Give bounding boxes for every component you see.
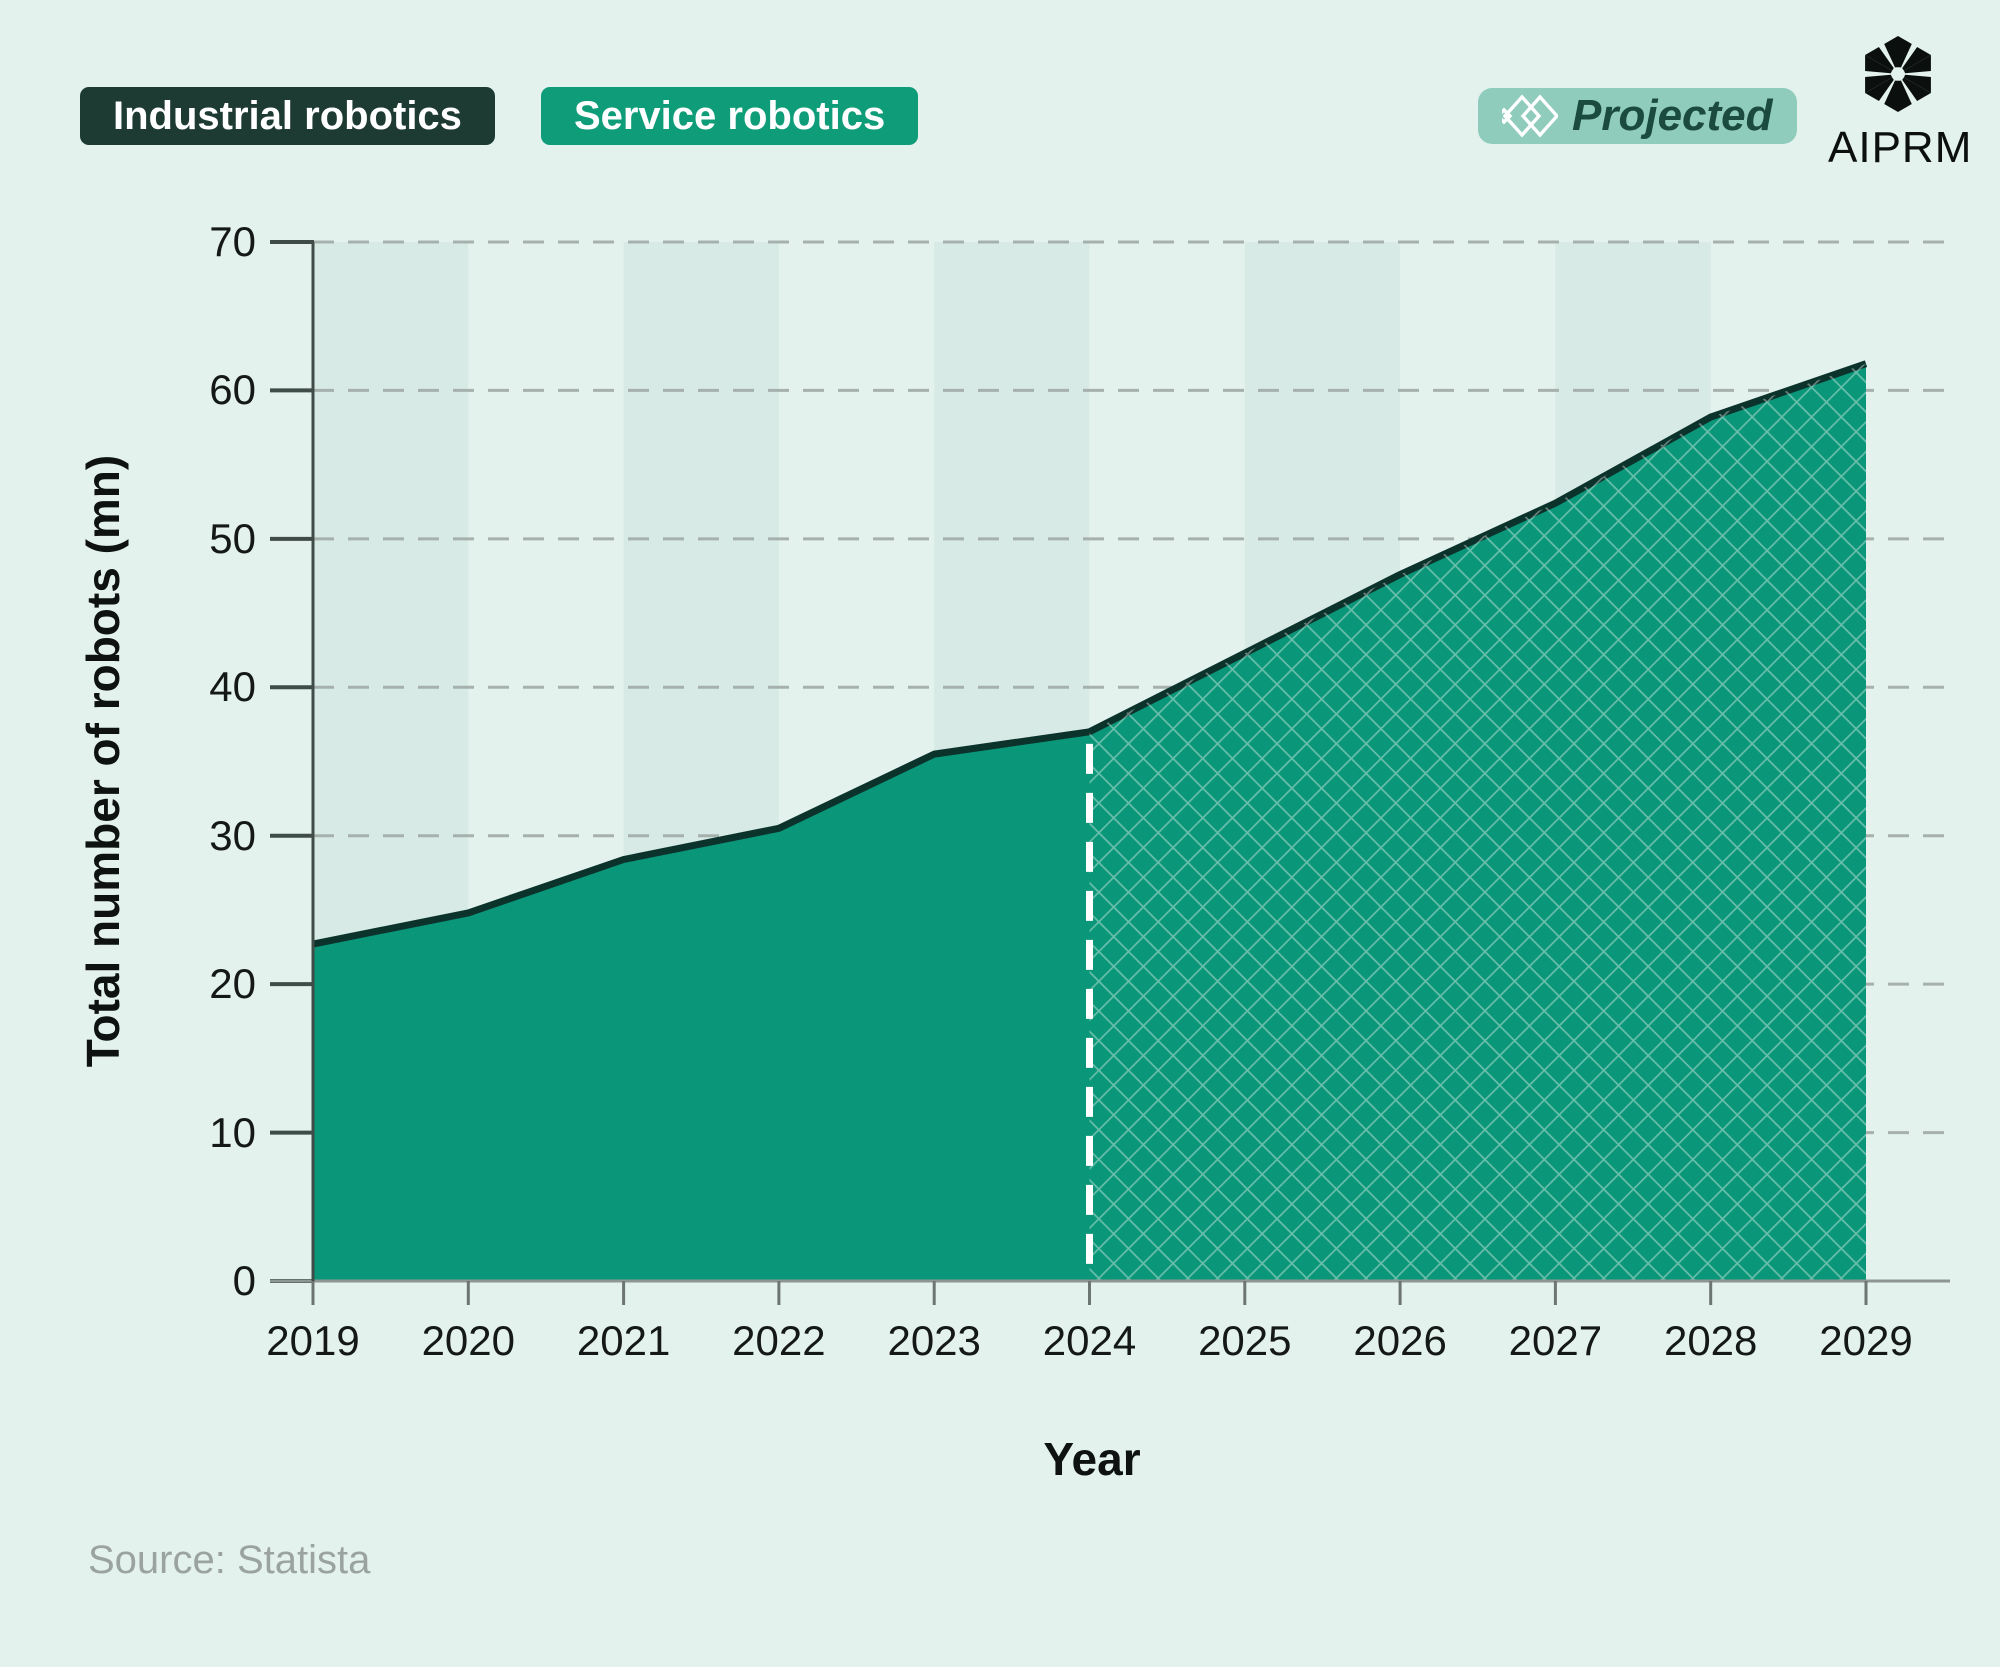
x-tick-label-2023: 2023: [887, 1317, 981, 1364]
gem-facet-5a: [1865, 47, 1894, 71]
y-tick-label-70: 70: [209, 218, 256, 265]
legend-chip-industrial-label: Industrial robotics: [113, 93, 462, 138]
crosshatch-icon: [1502, 94, 1558, 138]
gem-facet-0b: [1902, 47, 1931, 71]
legend-chip-service-label: Service robotics: [573, 93, 886, 138]
y-tick-label-10: 10: [209, 1108, 256, 1156]
x-tick-label-2019: 2019: [266, 1317, 360, 1364]
gem-facet-2b: [1898, 80, 1912, 112]
gem-facet-5b: [1884, 36, 1898, 68]
gem-facet-3a: [1884, 80, 1898, 112]
y-tick-label-50: 50: [209, 514, 256, 562]
x-tick-label-2028: 2028: [1663, 1317, 1758, 1364]
brand-aiprm: AIPRM: [1828, 32, 1973, 173]
y-tick-label-30: 30: [209, 811, 256, 859]
gem-facet-1a: [1903, 55, 1931, 74]
legend: Industrial robotics Service robotics: [80, 87, 919, 145]
gem-facet-4b: [1865, 55, 1893, 74]
x-axis-title: Year: [1043, 1433, 1141, 1485]
x-tick-label-2020: 2020: [421, 1317, 516, 1364]
x-tick-label-2029: 2029: [1819, 1317, 1913, 1364]
gem-facet-3b: [1865, 77, 1894, 101]
aiprm-gem-icon: [1865, 36, 1931, 112]
projected-badge: Projected: [1478, 88, 1797, 144]
gem-facet-2a: [1902, 77, 1931, 101]
y-tick-label-60: 60: [209, 366, 256, 414]
legend-chip-service-robotics: Service robotics: [540, 87, 919, 145]
x-tick-label-2021: 2021: [576, 1317, 671, 1364]
x-tick-label-2026: 2026: [1353, 1317, 1447, 1364]
legend-chip-industrial-robotics: Industrial robotics: [80, 87, 495, 145]
x-tick-label-2025: 2025: [1198, 1317, 1292, 1364]
gem-facet-4a: [1865, 74, 1893, 93]
x-tick-label-2022: 2022: [732, 1317, 826, 1364]
gem-facet-1b: [1903, 74, 1931, 93]
projected-region-hatch: [1089, 363, 1866, 1281]
brand-name: AIPRM: [1828, 123, 1973, 172]
y-tick-label-0: 0: [232, 1257, 256, 1304]
projected-badge-label: Projected: [1572, 91, 1773, 140]
y-tick-label-40: 40: [209, 663, 256, 711]
gem-facet-0a: [1898, 36, 1912, 68]
y-tick-label-20: 20: [209, 960, 256, 1008]
x-tick-label-2024: 2024: [1042, 1317, 1137, 1364]
y-axis-title: Total number of robots (mn): [77, 454, 129, 1068]
source-credit: Source: Statista: [88, 1538, 371, 1582]
x-tick-label-2027: 2027: [1508, 1317, 1603, 1364]
